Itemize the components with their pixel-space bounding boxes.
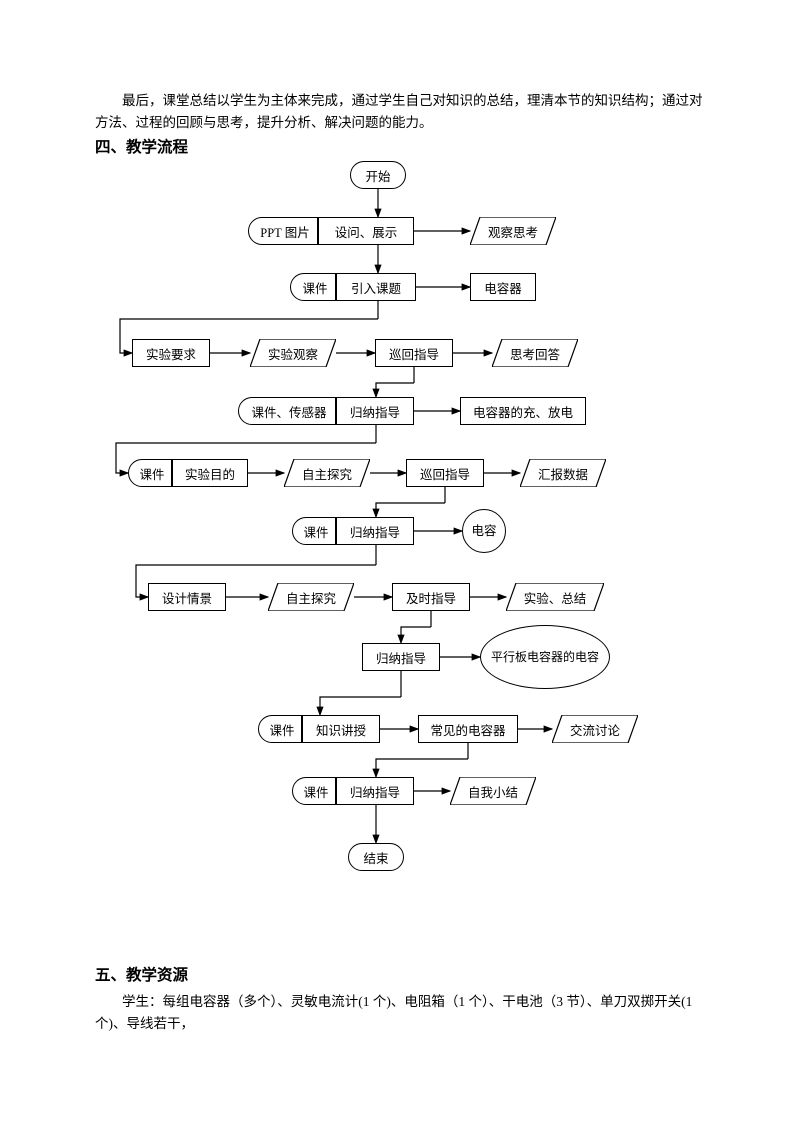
flow-node-kj3: 课件实验目的 xyxy=(128,459,248,487)
flow-node-huibao: 汇报数据 xyxy=(520,459,606,487)
flow-node-kj4: 课件归纳指导 xyxy=(292,517,414,545)
flow-node-xunhui2: 巡回指导 xyxy=(406,459,484,487)
flow-node-shiyanyq: 实验要求 xyxy=(132,339,210,367)
flow-node-kj5: 课件知识讲授 xyxy=(258,715,380,743)
flow-node-end: 结束 xyxy=(348,843,404,871)
flow-node-dianrong: 电容器 xyxy=(470,273,536,301)
intro-paragraph: 最后，课堂总结以学生为主体来完成，通过学生自己对知识的总结，理清本节的知识结构；… xyxy=(95,90,705,133)
resources-paragraph: 学生：每组电容器（多个）、灵敏电流计(1 个)、电阻箱（1 个）、干电池（3 节… xyxy=(95,991,705,1034)
flow-node-ziwoxj: 自我小结 xyxy=(450,777,536,805)
flow-node-jishi: 及时指导 xyxy=(392,583,470,611)
flow-node-sheji: 设计情景 xyxy=(148,583,226,611)
flow-node-chongfd: 电容器的充、放电 xyxy=(460,397,586,425)
heading-4: 四、教学流程 xyxy=(95,135,705,157)
flow-node-dianr2: 电容 xyxy=(462,509,506,553)
flow-node-pingxb: 平行板电容器的电容 xyxy=(480,625,610,689)
flow-node-kj6: 课件归纳指导 xyxy=(292,777,414,805)
heading-5: 五、教学资源 xyxy=(95,963,705,985)
flow-node-guina1: 归纳指导 xyxy=(362,643,440,671)
flow-node-sikao: 思考回答 xyxy=(492,339,578,367)
flow-node-shiyangc: 实验观察 xyxy=(250,339,336,367)
flow-node-zizhu1: 自主探究 xyxy=(284,459,370,487)
flow-node-kjchuang: 课件、传感器归纳指导 xyxy=(238,397,414,425)
flow-node-xunhui1: 巡回指导 xyxy=(375,339,453,367)
flow-node-start: 开始 xyxy=(350,161,406,189)
flow-node-jiaoliu: 交流讨论 xyxy=(552,715,638,743)
flow-node-shiyzj: 实验、总结 xyxy=(506,583,604,611)
flow-node-zizhu2: 自主探究 xyxy=(268,583,354,611)
flow-node-changj: 常见的电容器 xyxy=(418,715,518,743)
flow-node-guancha: 观察思考 xyxy=(470,217,556,245)
flow-node-ppt: PPT 图片设问、展示 xyxy=(248,217,414,245)
flow-node-kejian1: 课件引入课题 xyxy=(290,273,416,301)
flowchart: 开始PPT 图片设问、展示 观察思考课件引入课题电容器实验要求 实验观察巡回指导… xyxy=(100,159,700,959)
